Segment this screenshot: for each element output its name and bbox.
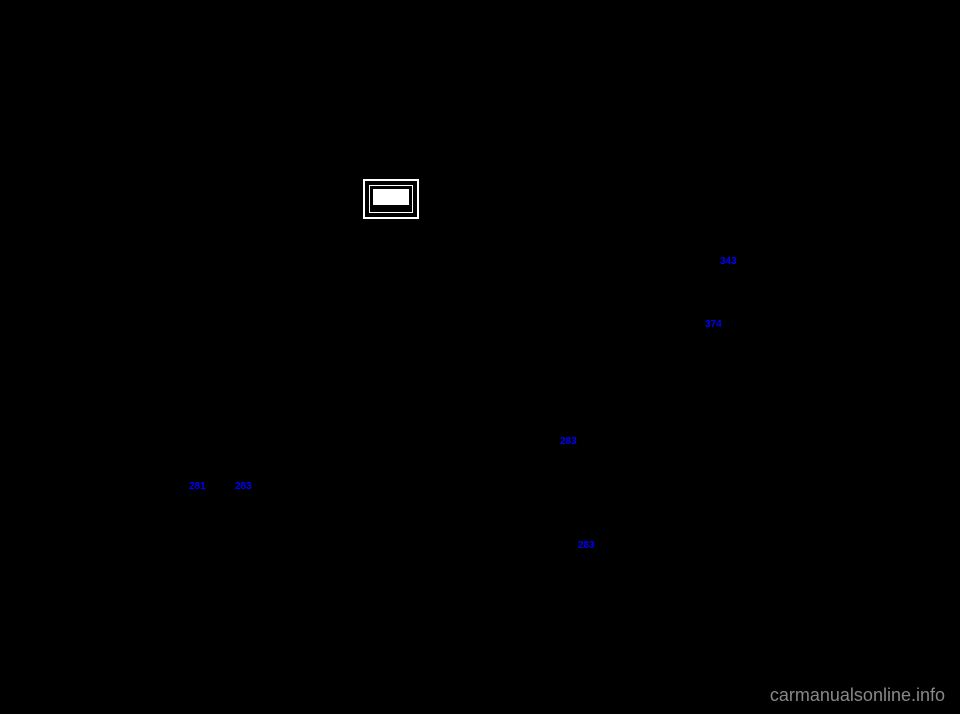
page-link-343[interactable]: 343: [720, 256, 737, 267]
page-link-374[interactable]: 374: [705, 319, 722, 330]
display-icon-fill: [373, 189, 409, 205]
page-link-283-c[interactable]: 283: [578, 540, 595, 551]
page-link-283-b[interactable]: 283: [235, 481, 252, 492]
page-link-283-a[interactable]: 283: [560, 436, 577, 447]
page-link-281[interactable]: 281: [189, 481, 206, 492]
watermark-text: carmanualsonline.info: [770, 685, 945, 706]
